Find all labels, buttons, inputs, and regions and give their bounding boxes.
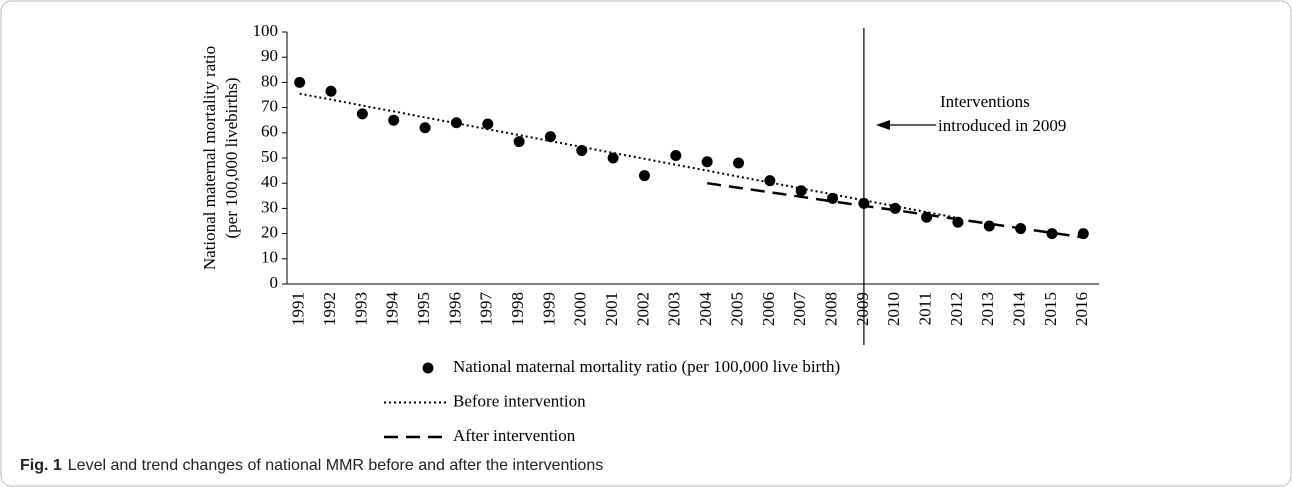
- data-point: [294, 76, 306, 88]
- x-tick-label: 2005: [727, 292, 746, 326]
- caption: Fig. 1 Level and trend changes of nationa…: [20, 457, 603, 474]
- data-point: [419, 122, 431, 134]
- x-tick-label: 2001: [602, 292, 621, 326]
- x-tick-label: 2007: [790, 292, 809, 327]
- data-point: [733, 157, 745, 169]
- x-tick-label: 1999: [539, 292, 558, 326]
- x-tick-label: 1998: [508, 292, 527, 326]
- data-point: [701, 156, 713, 168]
- x-tick-label: 1997: [477, 292, 496, 327]
- y-tick-label: 0: [270, 273, 279, 292]
- y-axis-label: (per 100,000 livebirths): [222, 78, 241, 239]
- y-tick-label: 90: [261, 46, 278, 65]
- y-tick-label: 70: [261, 97, 278, 116]
- data-point: [1046, 228, 1058, 240]
- data-point: [513, 136, 525, 148]
- x-tick-label: 2002: [633, 292, 652, 326]
- y-tick-label: 80: [261, 71, 278, 90]
- x-tick-label: 2014: [1010, 292, 1029, 327]
- x-tick-label: 2000: [571, 292, 590, 326]
- y-tick-label: 60: [261, 122, 278, 141]
- y-tick-label: 10: [261, 248, 278, 267]
- data-point: [482, 118, 494, 130]
- x-tick-label: 2012: [947, 292, 966, 326]
- x-tick-label: 1992: [320, 292, 339, 326]
- legend-label: National maternal mortality ratio (per 1…: [453, 357, 840, 376]
- data-point: [607, 152, 619, 164]
- trend-line: [299, 92, 959, 219]
- x-tick-label: 1991: [289, 292, 308, 326]
- caption-label: Fig. 1: [20, 457, 62, 474]
- y-tick-label: 40: [261, 172, 278, 191]
- trend-line: [706, 181, 1084, 239]
- data-point: [325, 85, 337, 97]
- data-point: [921, 211, 933, 223]
- x-tick-label: 2011: [916, 292, 935, 325]
- x-tick-label: 1993: [351, 292, 370, 326]
- arrow-head: [876, 120, 890, 130]
- y-tick-label: 100: [253, 21, 279, 40]
- data-point: [889, 202, 901, 214]
- data-point: [356, 108, 368, 120]
- y-tick-label: 20: [261, 223, 278, 242]
- data-point: [450, 117, 462, 129]
- data-point: [764, 175, 776, 187]
- annotation-text: Interventions: [940, 92, 1030, 111]
- data-point: [638, 170, 650, 182]
- y-axis-label: National maternal mortality ratio: [200, 46, 219, 270]
- x-tick-label: 2015: [1041, 292, 1060, 326]
- data-point: [388, 114, 400, 126]
- y-tick-label: 50: [261, 147, 278, 166]
- x-tick-label: 1995: [414, 292, 433, 326]
- x-tick-label: 1994: [383, 292, 402, 327]
- data-point: [670, 149, 682, 161]
- x-tick-label: 2006: [759, 292, 778, 326]
- x-tick-label: 2010: [884, 292, 903, 326]
- x-tick-label: 2016: [1072, 292, 1091, 326]
- x-tick-label: 2008: [821, 292, 840, 326]
- legend-marker: [422, 362, 434, 374]
- x-tick-label: 2004: [696, 292, 715, 327]
- x-tick-label: 2003: [665, 292, 684, 326]
- x-tick-label: 1996: [445, 292, 464, 326]
- data-point: [576, 144, 588, 156]
- data-point: [544, 131, 556, 143]
- data-point: [983, 220, 995, 232]
- y-tick-label: 30: [261, 197, 278, 216]
- x-tick-label: 2013: [978, 292, 997, 326]
- x-tick-label: 2009: [853, 292, 872, 326]
- legend-label: Before intervention: [453, 391, 586, 410]
- data-point: [795, 185, 807, 197]
- annotation-text: introduced in 2009: [938, 116, 1066, 135]
- legend-label: After intervention: [453, 426, 576, 445]
- caption-text: Level and trend changes of national MMR …: [68, 457, 603, 474]
